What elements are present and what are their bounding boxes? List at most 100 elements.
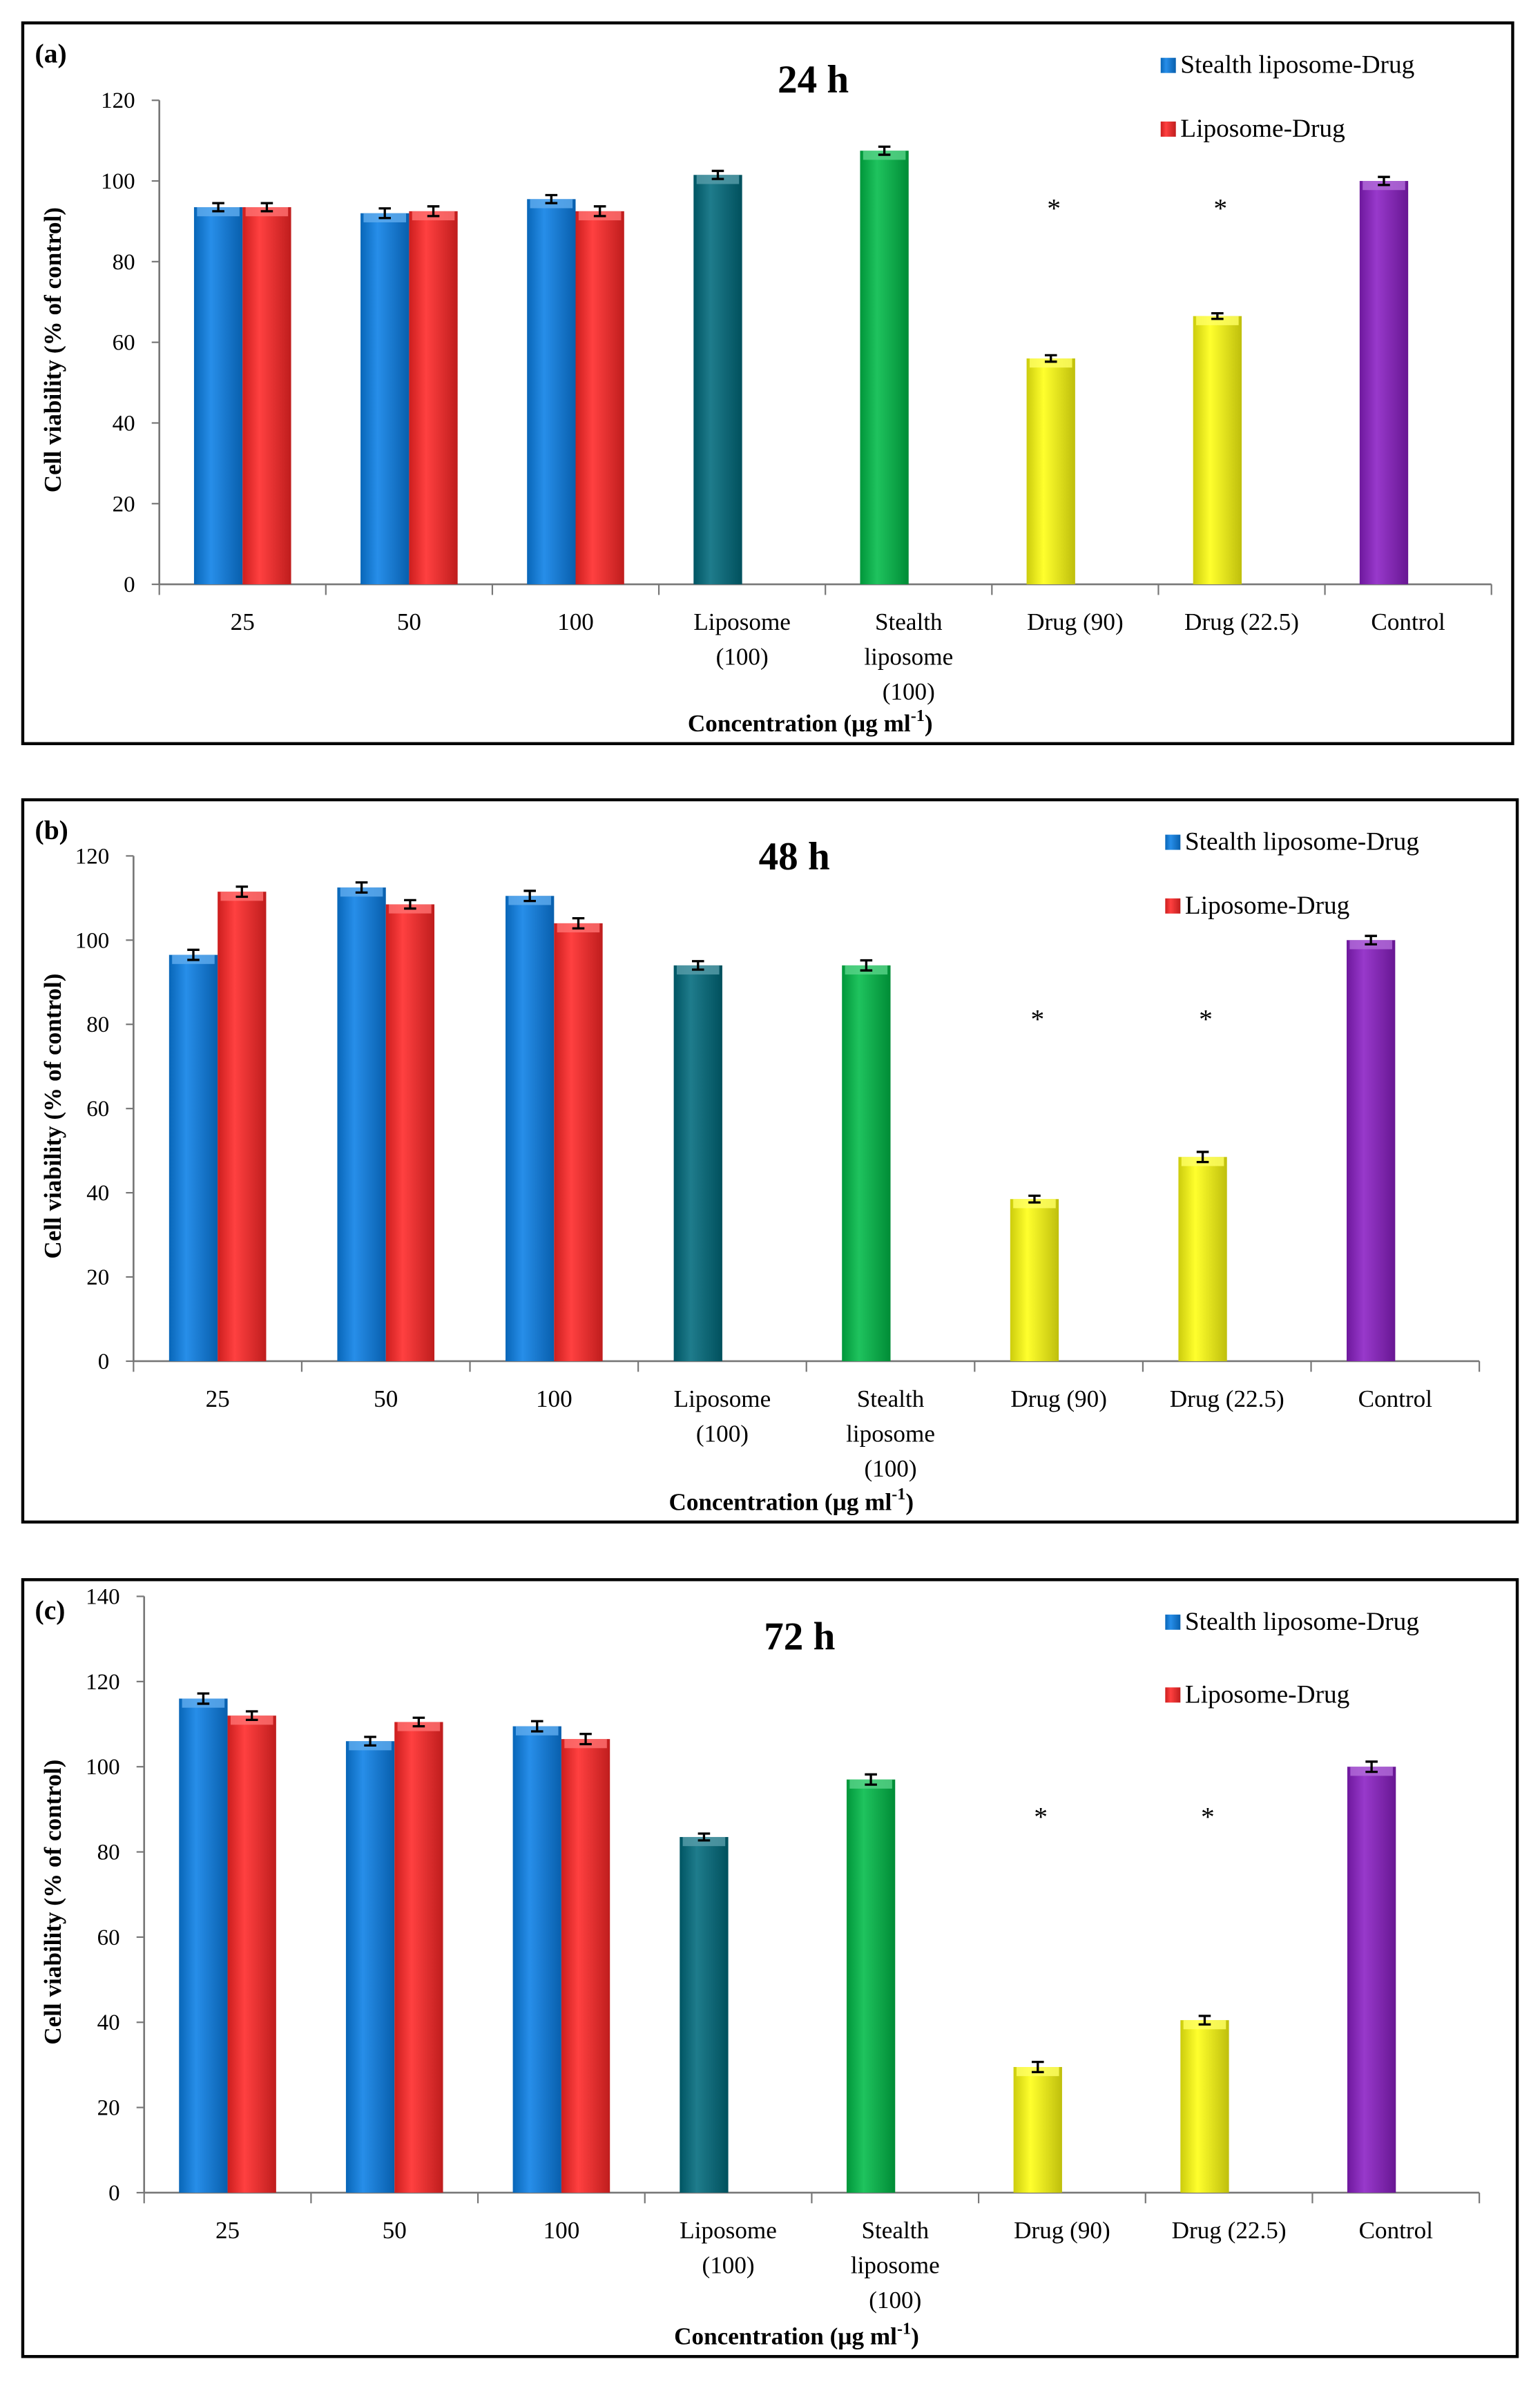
x-axis-label: Concentration (µg ml-1) bbox=[688, 706, 933, 737]
y-tick-label: 20 bbox=[86, 1265, 109, 1290]
bar-highlight bbox=[1029, 358, 1072, 368]
y-tick-label: 0 bbox=[98, 1349, 109, 1374]
panel-label: (b) bbox=[35, 815, 68, 845]
x-tick-label: Liposome bbox=[693, 608, 791, 635]
bar bbox=[1347, 1767, 1396, 2193]
legend-label: Liposome-Drug bbox=[1180, 115, 1345, 143]
y-tick-label: 100 bbox=[75, 928, 109, 953]
bar bbox=[409, 211, 458, 585]
x-tick-label: Control bbox=[1371, 608, 1445, 635]
x-tick-label: Drug (22.5) bbox=[1172, 2217, 1287, 2244]
bar bbox=[527, 199, 576, 585]
legend-swatch bbox=[1160, 121, 1176, 137]
x-tick-label: liposome bbox=[864, 644, 953, 671]
significance-marker: * bbox=[1034, 1802, 1048, 1832]
x-tick-label: Drug (22.5) bbox=[1184, 608, 1299, 635]
y-tick-label: 20 bbox=[113, 492, 135, 517]
y-tick-label: 100 bbox=[86, 1755, 119, 1780]
bar-highlight bbox=[1013, 1199, 1056, 1209]
x-tick-label: Drug (90) bbox=[1027, 608, 1124, 635]
y-tick-label: 80 bbox=[86, 1012, 109, 1037]
y-axis-label: Cell viability (% of control) bbox=[39, 207, 66, 492]
x-tick-label: 100 bbox=[536, 1385, 572, 1412]
bar bbox=[394, 1722, 443, 2193]
legend-swatch bbox=[1165, 834, 1181, 850]
y-tick-label: 120 bbox=[101, 88, 135, 113]
bar bbox=[846, 1779, 896, 2193]
bar bbox=[680, 1836, 729, 2193]
y-tick-label: 0 bbox=[108, 2181, 119, 2206]
x-tick-label: (100) bbox=[883, 678, 935, 705]
x-axis-label: Concentration (µg ml-1) bbox=[668, 1485, 914, 1515]
x-tick-label: Drug (22.5) bbox=[1170, 1385, 1284, 1412]
bar bbox=[345, 1741, 395, 2193]
y-tick-label: 100 bbox=[101, 169, 135, 194]
chart-panel-b: (b) 48 h 0 20 40 60 80 100 120 25 50 100 Liposome (10… bbox=[21, 798, 1519, 1524]
x-tick-label: Stealth bbox=[861, 2217, 929, 2244]
legend-label: Liposome-Drug bbox=[1185, 1680, 1349, 1709]
bar bbox=[1193, 316, 1242, 585]
y-tick-label: 80 bbox=[113, 250, 135, 275]
x-tick-label: (100) bbox=[869, 2287, 921, 2314]
panel-border bbox=[21, 798, 1519, 1524]
x-tick-label: liposome bbox=[846, 1420, 935, 1447]
bar bbox=[512, 1726, 561, 2193]
chart-title: 24 h bbox=[778, 58, 849, 102]
x-tick-label: 25 bbox=[231, 608, 255, 635]
x-tick-label: (100) bbox=[716, 644, 769, 671]
y-tick-label: 20 bbox=[97, 2096, 120, 2121]
bar bbox=[1180, 2020, 1229, 2193]
significance-marker: * bbox=[1047, 193, 1061, 224]
panel-label: (a) bbox=[35, 38, 67, 68]
chart-panel-c: (c) 72 h 0 20 40 60 80 100 120 140 25 50 100 Liposome… bbox=[21, 1578, 1519, 2358]
legend-swatch bbox=[1165, 1614, 1181, 1630]
x-tick-label: 25 bbox=[206, 1385, 230, 1412]
bar-highlight bbox=[682, 1836, 726, 1847]
y-tick-label: 40 bbox=[97, 2010, 120, 2035]
y-tick-label: 0 bbox=[124, 573, 135, 597]
x-tick-label: Drug (90) bbox=[1014, 2217, 1110, 2244]
bar bbox=[673, 965, 722, 1361]
x-tick-label: Drug (90) bbox=[1010, 1385, 1107, 1412]
bar bbox=[169, 954, 218, 1361]
bar bbox=[1359, 181, 1409, 585]
y-axis-label: Cell viability (% of control) bbox=[39, 1760, 66, 2045]
x-tick-label: Control bbox=[1358, 1385, 1433, 1412]
x-tick-label: (100) bbox=[702, 2251, 755, 2278]
y-tick-label: 40 bbox=[113, 411, 135, 436]
bar bbox=[218, 892, 267, 1361]
x-tick-label: 50 bbox=[374, 1385, 398, 1412]
significance-marker: * bbox=[1199, 1004, 1213, 1035]
bar bbox=[575, 211, 624, 585]
bar bbox=[360, 213, 410, 585]
bar bbox=[337, 887, 386, 1361]
x-tick-label: Liposome bbox=[680, 2217, 777, 2244]
legend-label: Stealth liposome-Drug bbox=[1185, 1608, 1419, 1636]
bar bbox=[554, 923, 603, 1361]
x-tick-label: liposome bbox=[851, 2251, 940, 2278]
bar bbox=[561, 1739, 610, 2193]
bar bbox=[693, 175, 742, 585]
y-tick-label: 140 bbox=[86, 1584, 119, 1609]
bar bbox=[842, 965, 891, 1361]
y-tick-label: 60 bbox=[86, 1097, 109, 1122]
bar-highlight bbox=[1196, 316, 1239, 325]
bar bbox=[506, 896, 555, 1361]
bar bbox=[1178, 1157, 1227, 1361]
x-axis-label: Concentration (µg ml-1) bbox=[674, 2319, 919, 2349]
x-tick-label: Liposome bbox=[674, 1385, 771, 1412]
bar bbox=[1347, 940, 1396, 1361]
x-tick-label: 100 bbox=[543, 2217, 580, 2244]
bar bbox=[1026, 358, 1075, 585]
legend-label: Stealth liposome-Drug bbox=[1180, 51, 1414, 79]
y-tick-label: 80 bbox=[97, 1840, 120, 1865]
bar bbox=[385, 904, 435, 1361]
bar bbox=[227, 1715, 276, 2193]
y-tick-label: 60 bbox=[113, 331, 135, 356]
chart-title: 48 h bbox=[759, 835, 830, 878]
bar bbox=[242, 206, 291, 585]
x-tick-label: 50 bbox=[383, 2217, 407, 2244]
bar bbox=[860, 151, 909, 585]
significance-marker: * bbox=[1030, 1004, 1044, 1035]
